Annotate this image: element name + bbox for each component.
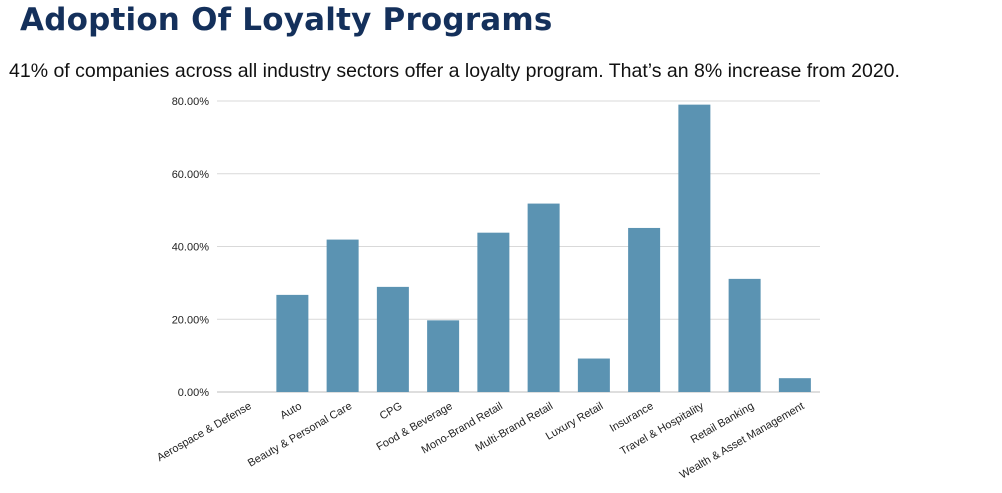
page-title: Adoption Of Loyalty Programs xyxy=(20,2,553,38)
bar xyxy=(427,320,460,392)
bars xyxy=(276,104,811,392)
page-subtitle: 41% of companies across all industry sec… xyxy=(9,60,900,82)
x-category-label: Luxury Retail xyxy=(544,400,606,442)
bar xyxy=(778,378,811,392)
y-tick-label: 0.00% xyxy=(178,387,209,399)
x-category-label: CPG xyxy=(378,400,405,422)
bar xyxy=(527,203,560,392)
y-tick-label: 40.00% xyxy=(172,242,210,254)
bar xyxy=(628,227,661,392)
bar xyxy=(728,278,761,392)
y-axis-ticks: 0.00% 20.00% 40.00% 60.00% 80.00% xyxy=(172,96,210,399)
bar xyxy=(326,239,359,392)
bar xyxy=(678,104,711,392)
x-category-label: Travel & Hospitality xyxy=(618,400,706,458)
bar xyxy=(477,232,510,392)
bar xyxy=(577,358,610,392)
x-category-label: Auto xyxy=(278,400,304,422)
bar xyxy=(376,286,409,392)
y-tick-label: 20.00% xyxy=(172,314,210,326)
bar xyxy=(276,294,309,392)
y-tick-label: 60.00% xyxy=(172,169,210,181)
y-tick-label: 80.00% xyxy=(172,96,210,108)
x-category-label: Aerospace & Defense xyxy=(155,400,254,464)
grid-lines xyxy=(217,100,820,393)
